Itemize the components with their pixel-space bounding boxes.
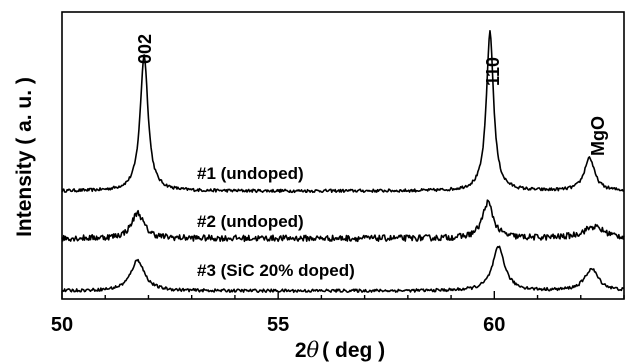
series-label-2: #2 (undoped) (197, 212, 304, 231)
trace-series-2 (61, 199, 625, 243)
series-label-1: #1 (undoped) (197, 164, 304, 183)
x-axis-label: 2θ( deg ) (295, 338, 385, 362)
x-axis-label-unit: ( deg ) (322, 339, 385, 362)
peak-annotation-110: 110 (483, 57, 503, 86)
x-axis-label-symbol: θ (307, 338, 320, 362)
series-label-3: #3 (SiC 20% doped) (197, 261, 355, 280)
x-tick-label: 60 (483, 314, 505, 336)
y-axis-label: Intensity ( a. u. ) (13, 77, 36, 237)
plot-frame (61, 11, 625, 300)
trace-series-1 (61, 29, 625, 194)
traces (61, 29, 625, 294)
peak-annotation-mgo: MgO (588, 116, 608, 156)
x-tick-label: 50 (51, 314, 73, 336)
x-axis-label-prefix: 2 (295, 339, 307, 362)
x-ticks: 50 55 60 (51, 291, 625, 336)
peak-annotation-002: 002 (135, 34, 155, 64)
labels: #1 (undoped) #2 (undoped) #3 (SiC 20% do… (13, 34, 608, 362)
x-tick-label: 55 (267, 314, 289, 336)
trace-series-3 (61, 245, 625, 294)
